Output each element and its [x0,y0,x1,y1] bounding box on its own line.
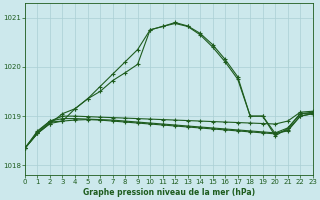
X-axis label: Graphe pression niveau de la mer (hPa): Graphe pression niveau de la mer (hPa) [83,188,255,197]
